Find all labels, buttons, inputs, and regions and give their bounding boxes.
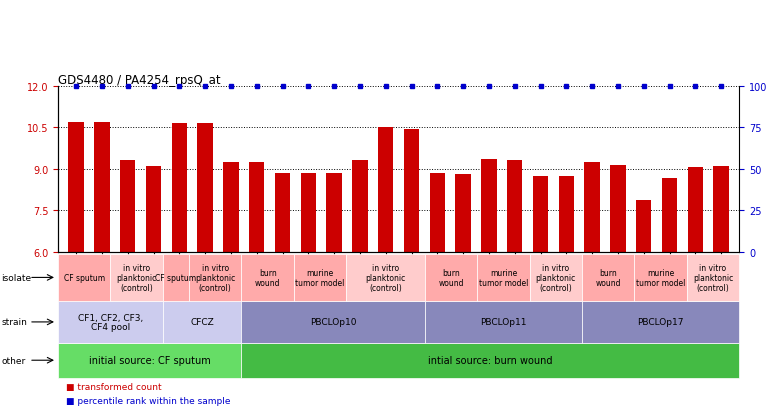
- Text: PBCLOp10: PBCLOp10: [310, 318, 356, 327]
- Bar: [120, 161, 135, 252]
- Text: in vitro
planktonic
(control): in vitro planktonic (control): [117, 263, 157, 292]
- Bar: [636, 201, 652, 252]
- Bar: [507, 161, 522, 252]
- Text: murine
tumor model: murine tumor model: [636, 268, 685, 287]
- Bar: [223, 162, 238, 252]
- Text: in vitro
planktonic
(control): in vitro planktonic (control): [693, 263, 733, 292]
- Bar: [687, 168, 703, 252]
- Bar: [533, 176, 548, 252]
- Text: ■ percentile rank within the sample: ■ percentile rank within the sample: [66, 396, 231, 405]
- Bar: [559, 176, 574, 252]
- Text: CFCZ: CFCZ: [190, 318, 214, 327]
- Bar: [584, 162, 600, 252]
- Bar: [172, 124, 187, 252]
- Text: CF sputum: CF sputum: [156, 273, 197, 282]
- Text: other: other: [2, 356, 26, 365]
- Bar: [481, 160, 497, 252]
- Bar: [610, 165, 625, 252]
- Text: CF1, CF2, CF3,
CF4 pool: CF1, CF2, CF3, CF4 pool: [78, 313, 143, 332]
- Text: ■ transformed count: ■ transformed count: [66, 382, 162, 391]
- Text: burn
wound: burn wound: [595, 268, 621, 287]
- Bar: [662, 179, 677, 252]
- Bar: [94, 123, 110, 252]
- Text: GDS4480 / PA4254_rpsQ_at: GDS4480 / PA4254_rpsQ_at: [58, 74, 221, 87]
- Text: burn
wound: burn wound: [255, 268, 280, 287]
- Bar: [404, 129, 420, 252]
- Text: burn
wound: burn wound: [438, 268, 464, 287]
- Text: in vitro
planktonic
(control): in vitro planktonic (control): [536, 263, 576, 292]
- Bar: [455, 175, 471, 252]
- Text: initial source: CF sputum: initial source: CF sputum: [89, 355, 211, 366]
- Bar: [275, 173, 290, 252]
- Text: strain: strain: [2, 318, 27, 327]
- Bar: [300, 173, 316, 252]
- Text: intial source: burn wound: intial source: burn wound: [428, 355, 553, 366]
- Bar: [352, 161, 368, 252]
- Text: isolate: isolate: [2, 273, 32, 282]
- Text: in vitro
planktonic
(control): in vitro planktonic (control): [195, 263, 235, 292]
- Text: murine
tumor model: murine tumor model: [478, 268, 528, 287]
- Bar: [197, 124, 213, 252]
- Text: in vitro
planktonic
(control): in vitro planktonic (control): [365, 263, 406, 292]
- Text: CF sputum: CF sputum: [63, 273, 104, 282]
- Bar: [430, 173, 445, 252]
- Text: murine
tumor model: murine tumor model: [296, 268, 344, 287]
- Bar: [714, 166, 729, 252]
- Text: PBCLOp17: PBCLOp17: [637, 318, 684, 327]
- Bar: [327, 173, 342, 252]
- Bar: [68, 123, 84, 252]
- Bar: [249, 162, 265, 252]
- Bar: [378, 128, 393, 252]
- Text: PBCLOp11: PBCLOp11: [480, 318, 526, 327]
- Bar: [146, 166, 161, 252]
